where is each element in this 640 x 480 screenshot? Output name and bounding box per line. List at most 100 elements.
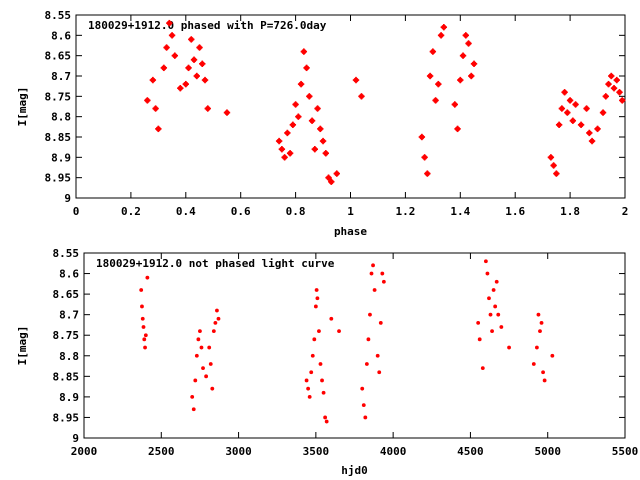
x-tick-label: 2 — [622, 205, 629, 218]
data-point — [304, 378, 309, 383]
data-point — [204, 374, 209, 379]
data-point — [142, 337, 147, 342]
data-point — [378, 320, 383, 325]
y-tick-label: 8.55 — [53, 247, 80, 260]
data-point — [538, 329, 542, 334]
y-tick-label: 8.85 — [45, 131, 72, 144]
x-tick-label: 3500 — [303, 445, 330, 458]
data-point — [196, 337, 201, 342]
data-point — [507, 345, 511, 350]
data-point — [215, 308, 219, 313]
y-axis-label: I[mag] — [16, 326, 29, 366]
data-point — [361, 403, 366, 408]
x-tick-label: 0.2 — [121, 205, 141, 218]
y-tick-label: 8.6 — [51, 29, 71, 42]
data-point — [534, 345, 539, 350]
data-point — [337, 329, 341, 334]
data-point — [371, 263, 375, 268]
x-tick-label: 0.8 — [286, 205, 306, 218]
data-point — [539, 320, 544, 325]
y-tick-label: 8.85 — [53, 370, 80, 383]
data-point — [541, 370, 545, 375]
y-tick-label: 8.7 — [51, 70, 71, 83]
x-tick-label: 5500 — [612, 445, 639, 458]
x-tick-label: 4500 — [457, 445, 484, 458]
data-point — [199, 345, 204, 350]
x-tick-label: 0.6 — [231, 205, 251, 218]
data-point — [496, 312, 501, 317]
unphased-light-curve-panel: 2000 2500 3000 3500 4000 4500 5000 5500 8.55 8.6 8… — [16, 247, 638, 477]
data-point — [315, 296, 320, 301]
data-point — [320, 378, 324, 383]
data-point — [329, 316, 334, 321]
data-point — [536, 312, 541, 317]
data-point — [201, 366, 205, 371]
data-point — [313, 304, 318, 309]
data-point — [483, 259, 488, 264]
y-tick-label: 8.55 — [45, 9, 72, 22]
y-tick-label: 8.95 — [53, 411, 80, 424]
data-point — [324, 419, 329, 424]
x-tick-label: 1.2 — [395, 205, 415, 218]
data-point — [477, 337, 482, 342]
y-tick-label: 9 — [72, 432, 79, 445]
data-point — [488, 312, 493, 317]
data-point — [213, 320, 218, 325]
data-point — [145, 275, 150, 280]
data-point — [381, 279, 386, 284]
data-point — [369, 271, 374, 276]
data-point — [140, 304, 144, 309]
data-point — [480, 366, 485, 371]
data-point — [312, 337, 317, 342]
plot-frame — [75, 14, 626, 199]
data-point — [360, 386, 365, 391]
y-tick-label: 8.75 — [53, 329, 80, 342]
data-point — [211, 329, 216, 334]
data-point — [377, 370, 382, 375]
data-point — [194, 353, 199, 358]
y-tick-label: 8.9 — [59, 391, 79, 404]
data-point — [191, 407, 196, 412]
x-tick-label: 5000 — [534, 445, 561, 458]
data-point — [317, 329, 321, 334]
data-point — [307, 394, 312, 399]
data-point — [310, 353, 315, 358]
chart-title: 180029+1912.0 phased with P=726.0day — [88, 19, 327, 32]
data-point — [487, 296, 491, 301]
data-point — [494, 279, 499, 284]
data-point — [550, 353, 555, 358]
y-tick-label: 8.65 — [45, 50, 72, 63]
data-point — [216, 316, 221, 321]
data-point — [380, 271, 385, 276]
phased-light-curve-panel: 0 0.2 0.4 0.6 0.8 1 1.2 1.4 1.6 1.8 2 8.55 8.6 8.65 8.… — [16, 9, 628, 238]
data-point — [318, 362, 323, 366]
data-point — [490, 329, 494, 334]
x-tick-label: 0 — [73, 205, 80, 218]
data-point — [208, 362, 213, 366]
data-point — [143, 345, 147, 350]
y-tick-label: 8.6 — [59, 268, 79, 281]
data-point — [491, 288, 496, 292]
x-tick-label: 1.6 — [505, 205, 525, 218]
x-axis-label: hjd0 — [341, 464, 368, 477]
data-point — [485, 271, 490, 276]
y-tick-label: 8.65 — [53, 288, 80, 301]
data-point — [323, 415, 328, 420]
x-tick-label: 1.4 — [450, 205, 470, 218]
x-tick-label: 1 — [347, 205, 354, 218]
data-point — [321, 390, 326, 395]
data-point — [193, 378, 198, 383]
data-point — [499, 325, 504, 329]
data-point — [363, 415, 368, 420]
data-point — [368, 312, 372, 317]
data-point — [476, 320, 481, 325]
chart-title: 180029+1912.0 not phased light curve — [96, 257, 335, 270]
x-tick-label: 2000 — [71, 445, 98, 458]
x-tick-label: 4000 — [380, 445, 407, 458]
x-tick-label: 1.8 — [560, 205, 580, 218]
y-tick-label: 8.7 — [59, 309, 79, 322]
data-point — [542, 378, 547, 383]
y-tick-label: 8.8 — [51, 111, 71, 124]
x-axis-label: phase — [334, 225, 367, 238]
